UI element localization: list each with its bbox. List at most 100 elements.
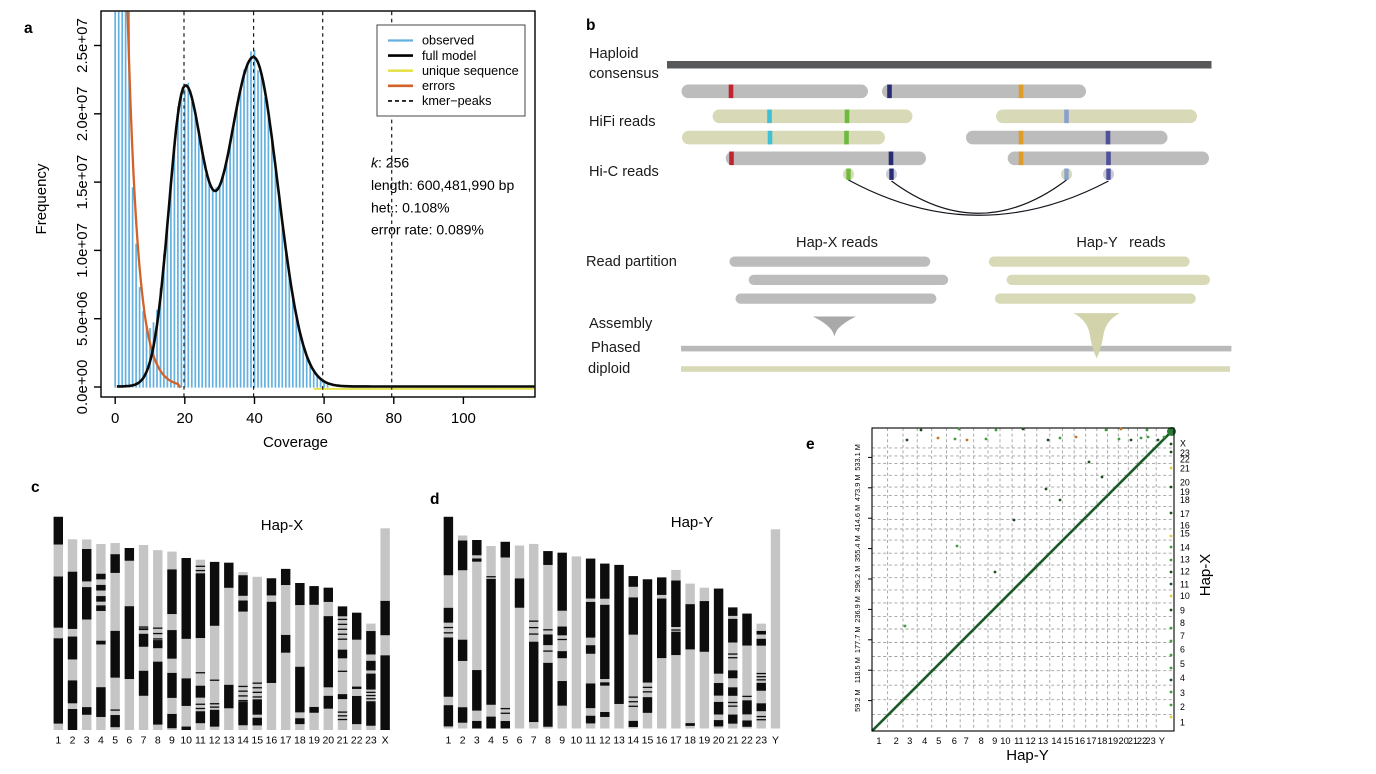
svg-text:X: X <box>382 735 389 747</box>
svg-text:19: 19 <box>308 735 320 747</box>
svg-text:13: 13 <box>1180 554 1190 564</box>
svg-text:5: 5 <box>502 735 508 747</box>
svg-text:21: 21 <box>1180 464 1190 474</box>
svg-text:2: 2 <box>70 735 76 747</box>
svg-text:length: 600,481,990 bp: length: 600,481,990 bp <box>371 177 514 193</box>
svg-text:17: 17 <box>280 735 292 747</box>
svg-text:10: 10 <box>1000 736 1010 746</box>
svg-text:diploid: diploid <box>588 361 630 377</box>
svg-text:13: 13 <box>223 735 235 747</box>
svg-text:40: 40 <box>246 410 263 427</box>
svg-text:15: 15 <box>1063 736 1073 746</box>
svg-text:e: e <box>806 436 815 453</box>
svg-text:8: 8 <box>979 736 984 746</box>
svg-text:4: 4 <box>1180 673 1185 683</box>
svg-text:1: 1 <box>876 736 881 746</box>
svg-text:Phased: Phased <box>591 340 641 356</box>
svg-text:18: 18 <box>684 735 696 747</box>
svg-text:20: 20 <box>322 735 334 747</box>
svg-text:Hap-X: Hap-X <box>1197 554 1214 597</box>
svg-text:11: 11 <box>585 735 596 747</box>
svg-text:9: 9 <box>169 735 175 747</box>
svg-text:3: 3 <box>474 735 480 747</box>
svg-text:14: 14 <box>237 735 249 747</box>
svg-text:8: 8 <box>155 735 161 747</box>
svg-text:15: 15 <box>1180 528 1190 538</box>
svg-text:Y: Y <box>1159 736 1165 746</box>
svg-text:2.5e+07: 2.5e+07 <box>74 18 91 73</box>
svg-text:13: 13 <box>613 735 625 747</box>
svg-text:Haploid: Haploid <box>589 46 639 62</box>
svg-text:2: 2 <box>1180 702 1185 712</box>
svg-text:10: 10 <box>180 735 192 747</box>
svg-text:c: c <box>31 479 40 496</box>
svg-text:4: 4 <box>98 735 104 747</box>
svg-text:15: 15 <box>642 735 654 747</box>
svg-text:Hap-Y: Hap-Y <box>1006 747 1049 764</box>
svg-text:Coverage: Coverage <box>263 434 328 451</box>
svg-text:3: 3 <box>1180 688 1185 698</box>
svg-text:22: 22 <box>741 735 753 747</box>
svg-text:17: 17 <box>1086 736 1096 746</box>
svg-text:Hap-X reads: Hap-X reads <box>796 235 878 251</box>
svg-text:Frequency: Frequency <box>33 163 50 234</box>
svg-text:22: 22 <box>1180 454 1190 464</box>
svg-text:0: 0 <box>111 410 119 427</box>
svg-text:unique sequence: unique sequence <box>422 64 519 78</box>
svg-text:14: 14 <box>627 735 639 747</box>
svg-text:9: 9 <box>559 735 565 747</box>
svg-text:355.4 M: 355.4 M <box>853 535 862 562</box>
svg-text:9: 9 <box>992 736 997 746</box>
svg-text:Assembly: Assembly <box>589 316 653 332</box>
svg-text:observed: observed <box>422 34 474 48</box>
svg-text:Hap-X: Hap-X <box>261 517 304 534</box>
svg-text:Y: Y <box>772 735 779 747</box>
svg-text:4: 4 <box>488 735 494 747</box>
svg-text:1.5e+07: 1.5e+07 <box>74 155 91 210</box>
svg-text:10: 10 <box>571 735 583 747</box>
svg-text:59.2 M: 59.2 M <box>853 689 862 712</box>
svg-text:error rate: 0.089%: error rate: 0.089% <box>371 222 484 238</box>
svg-text:21: 21 <box>727 735 739 747</box>
svg-text:19: 19 <box>699 735 711 747</box>
svg-text:17: 17 <box>670 735 682 747</box>
svg-text:5.0e+06: 5.0e+06 <box>74 291 91 346</box>
svg-text:2: 2 <box>460 735 466 747</box>
svg-text:1: 1 <box>1180 717 1185 727</box>
svg-text:236.9 M: 236.9 M <box>853 596 862 623</box>
svg-text:60: 60 <box>316 410 333 427</box>
svg-text:Hi-C reads: Hi-C reads <box>589 164 659 180</box>
svg-text:7: 7 <box>141 735 147 747</box>
svg-text:12: 12 <box>1180 566 1190 576</box>
svg-text:16: 16 <box>656 735 668 747</box>
svg-text:errors: errors <box>422 79 455 93</box>
svg-text:HiFi reads: HiFi reads <box>589 114 656 130</box>
svg-text:118.5 M: 118.5 M <box>853 657 862 683</box>
svg-text:Read partition: Read partition <box>586 254 677 270</box>
svg-text:18: 18 <box>1097 736 1107 746</box>
svg-text:16: 16 <box>266 735 278 747</box>
svg-text:22: 22 <box>1137 736 1147 746</box>
svg-text:6: 6 <box>517 735 523 747</box>
svg-text:11: 11 <box>195 735 206 747</box>
svg-text:10: 10 <box>1180 591 1190 601</box>
svg-text:12: 12 <box>209 735 221 747</box>
svg-text:6: 6 <box>1180 645 1185 655</box>
svg-text:20: 20 <box>176 410 193 427</box>
svg-text:22: 22 <box>351 735 363 747</box>
svg-text:20: 20 <box>1180 478 1190 488</box>
svg-text:9: 9 <box>1180 606 1185 616</box>
svg-text:16: 16 <box>1075 736 1085 746</box>
svg-text:3: 3 <box>84 735 90 747</box>
svg-text:7: 7 <box>1180 631 1185 641</box>
svg-text:100: 100 <box>451 410 476 427</box>
svg-text:k: 256: k: 256 <box>371 155 409 171</box>
svg-text:0.0e+00: 0.0e+00 <box>74 360 91 415</box>
svg-text:5: 5 <box>1180 659 1185 669</box>
svg-text:13: 13 <box>1038 736 1048 746</box>
svg-text:5: 5 <box>936 736 941 746</box>
svg-text:d: d <box>430 491 439 508</box>
svg-text:17: 17 <box>1180 509 1190 519</box>
svg-text:a: a <box>24 20 33 37</box>
svg-text:8: 8 <box>1180 618 1185 628</box>
